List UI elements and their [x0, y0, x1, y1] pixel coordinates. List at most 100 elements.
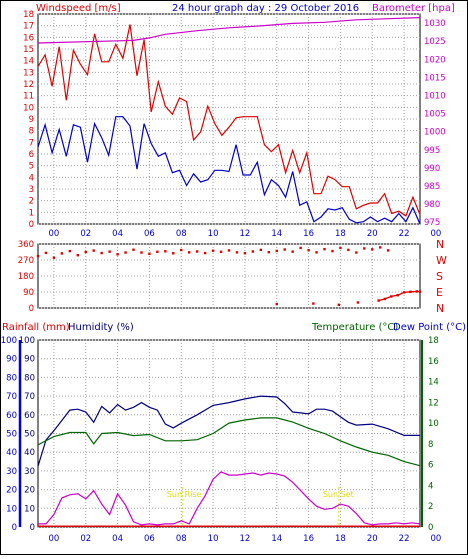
compass-label: E: [436, 286, 443, 299]
direction-point: [283, 248, 286, 251]
barometer-axis-title: Barometer [hpa]: [372, 3, 455, 14]
humidity-tick-label: 80: [24, 373, 35, 383]
direction-point: [156, 250, 159, 254]
direction-point: [116, 253, 119, 256]
direction-point: [195, 250, 199, 253]
direction-point: [323, 247, 326, 251]
direction-point: [52, 256, 56, 259]
rainfall-tick-label: 40: [6, 448, 17, 458]
direction-point: [60, 252, 64, 255]
wind-tick-label: 12: [23, 80, 34, 90]
dewpoint-line: [38, 471, 421, 526]
wind-tick-label: 16: [23, 33, 34, 43]
humidity-axis-title: Humidity (%): [68, 322, 134, 333]
wind-tick-label: 15: [23, 45, 34, 55]
direction-point: [36, 254, 40, 258]
wind-time-label: 16: [303, 229, 314, 239]
humidity-tick-label: 50: [24, 430, 35, 440]
humidity-line: [37, 395, 420, 467]
direction-point: [68, 249, 72, 253]
temperature-time-label: 16: [303, 534, 314, 544]
direction-point: [164, 250, 167, 253]
temperature-tick-label: 2: [428, 502, 433, 512]
humidity-tick-label: 40: [24, 448, 35, 458]
compass-label: W: [436, 254, 447, 267]
temperature-time-label: 12: [240, 534, 251, 544]
direction-point: [315, 251, 318, 254]
direction-point: [108, 250, 111, 253]
barometer-tick-label: 990: [424, 164, 440, 174]
temperature-time-label: 00: [431, 534, 442, 544]
humidity-tick-label: 0: [30, 523, 35, 533]
dewpoint-axis-title: Dew Point (°C): [393, 322, 466, 333]
temperature-tick-label: 6: [428, 461, 433, 471]
temperature-tick-label: 8: [428, 440, 433, 450]
rainfall-tick-label: 80: [6, 373, 17, 383]
direction-point: [371, 248, 374, 251]
barometer-tick-label: 985: [424, 182, 440, 192]
humidity-tick-label: 70: [24, 392, 35, 402]
direction-point: [275, 249, 278, 253]
barometer-tick-label: 1010: [424, 91, 446, 101]
wind-tick-label: 0: [29, 220, 34, 230]
temperature-time-label: 00: [49, 534, 60, 544]
rainfall-tick-label: 0: [12, 523, 17, 533]
humidity-tick-label: 90: [24, 355, 35, 365]
wind-axis-title: Windspeed [m/s]: [36, 3, 121, 14]
direction-tick-label: 270: [18, 256, 34, 266]
temperature-time-label: 02: [80, 534, 91, 544]
wind-tick-label: 9: [29, 115, 34, 125]
sunset-label: Sun Set: [323, 490, 354, 499]
barometer-tick-label: 1030: [424, 19, 446, 29]
temperature-tick-label: 16: [428, 357, 439, 367]
wind-gust-line: [37, 24, 421, 217]
rainfall-tick-label: 60: [6, 411, 17, 421]
rainfall-tick-label: 10: [6, 504, 17, 514]
temperature-time-label: 18: [335, 534, 346, 544]
direction-point: [100, 251, 103, 255]
temperature-tick-label: 4: [428, 481, 433, 491]
barometer-tick-label: 995: [424, 146, 440, 156]
barometer-line: [37, 17, 421, 44]
direction-point: [251, 250, 255, 253]
barometer-tick-label: 975: [424, 218, 440, 228]
direction-point: [312, 302, 315, 305]
direction-point: [140, 251, 143, 254]
chart-title: 24 hour graph day : 29 October 2016: [172, 3, 359, 14]
direction-point: [275, 302, 278, 306]
barometer-tick-label: 980: [424, 200, 440, 210]
temperature-time-label: 20: [367, 534, 378, 544]
wind-tick-label: 2: [29, 197, 34, 207]
direction-point: [180, 248, 183, 252]
wind-time-label: 14: [271, 229, 282, 239]
direction-point: [291, 250, 294, 253]
barometer-tick-label: 1000: [424, 128, 446, 138]
compass-label: N: [436, 238, 444, 251]
rainfall-axis-title: Rainfall (mm): [2, 322, 70, 333]
compass-label: N: [436, 302, 444, 315]
barometer-tick-label: 1020: [424, 55, 446, 65]
direction-point: [339, 246, 342, 250]
wind-time-label: 08: [176, 229, 187, 239]
direction-point: [84, 250, 87, 254]
temperature-time-label: 14: [271, 534, 282, 544]
direction-point: [331, 249, 334, 253]
direction-tick-label: 360: [18, 240, 34, 250]
barometer-tick-label: 1005: [424, 110, 446, 120]
wind-time-label: 20: [367, 229, 378, 239]
rainfall-tick-label: 70: [6, 392, 17, 402]
temperature-line: [37, 417, 421, 467]
direction-point: [347, 248, 350, 252]
direction-point: [243, 252, 247, 255]
direction-point: [363, 247, 366, 250]
wind-time-label: 02: [80, 229, 91, 239]
temperature-time-label: 08: [176, 534, 187, 544]
direction-point: [188, 251, 191, 254]
rainfall-tick-label: 90: [6, 355, 17, 365]
temperature-tick-label: 14: [428, 378, 439, 388]
wind-time-label: 00: [49, 229, 60, 239]
